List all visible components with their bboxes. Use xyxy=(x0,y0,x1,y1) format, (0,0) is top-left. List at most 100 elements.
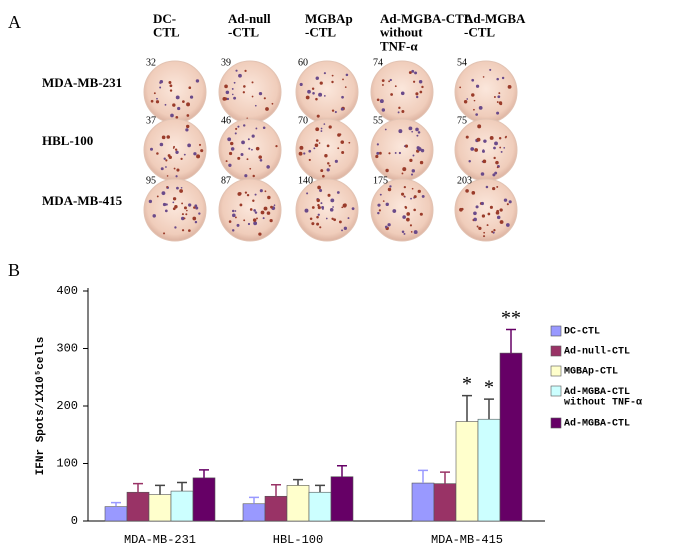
spot xyxy=(416,134,419,137)
spot xyxy=(473,217,477,222)
spot xyxy=(337,133,341,137)
spot xyxy=(325,217,328,220)
spot xyxy=(476,137,481,142)
spot xyxy=(161,191,166,196)
spot xyxy=(241,140,245,145)
well xyxy=(454,60,518,124)
spot xyxy=(408,71,412,74)
spot xyxy=(388,80,391,83)
well-plate xyxy=(218,118,282,182)
spot xyxy=(341,229,343,232)
spot xyxy=(480,201,484,206)
spot xyxy=(400,91,405,96)
well-plate xyxy=(295,118,359,182)
spot xyxy=(227,137,232,142)
spot xyxy=(166,175,169,177)
spot xyxy=(230,141,234,146)
bar xyxy=(499,352,523,522)
spot xyxy=(156,152,159,155)
spot xyxy=(228,163,232,167)
spot xyxy=(260,210,265,215)
spot xyxy=(298,151,303,156)
spot xyxy=(402,215,406,219)
spot xyxy=(482,76,485,78)
error-bar xyxy=(315,484,325,493)
spot xyxy=(172,103,176,107)
spot xyxy=(233,81,236,84)
spot xyxy=(411,130,414,133)
spot xyxy=(421,194,425,198)
spot xyxy=(305,95,310,100)
spot xyxy=(379,99,384,104)
spot xyxy=(148,199,153,204)
spot xyxy=(413,80,416,83)
spot xyxy=(253,221,258,226)
spot xyxy=(487,212,491,216)
spot xyxy=(181,213,184,216)
spot xyxy=(411,69,415,73)
row-label: MDA-MB-231 xyxy=(42,75,122,90)
spot xyxy=(308,158,311,162)
spot xyxy=(492,173,496,177)
spot xyxy=(493,156,496,160)
legend-swatch xyxy=(550,345,562,357)
well xyxy=(370,118,434,182)
spot xyxy=(463,100,468,104)
spot xyxy=(224,84,228,89)
bar xyxy=(286,485,310,522)
spot xyxy=(492,186,496,191)
spot xyxy=(318,142,321,144)
spot xyxy=(149,147,153,151)
spot xyxy=(180,157,183,161)
panel-label: A xyxy=(8,12,21,32)
spot xyxy=(165,166,167,168)
spot xyxy=(398,129,403,134)
spot xyxy=(493,229,496,232)
spot xyxy=(242,124,246,127)
spot xyxy=(170,113,174,118)
spot xyxy=(408,126,413,131)
spot xyxy=(397,111,400,114)
spot xyxy=(417,147,422,152)
error-bar xyxy=(293,478,303,486)
spot xyxy=(477,124,482,129)
spot xyxy=(337,147,340,150)
bar xyxy=(104,506,128,522)
well xyxy=(295,178,359,242)
spot xyxy=(497,95,501,99)
spot xyxy=(493,96,496,99)
spot xyxy=(382,200,385,202)
spot xyxy=(398,106,401,110)
well-plate xyxy=(143,178,207,242)
spot xyxy=(411,169,416,173)
spot xyxy=(384,128,387,131)
spot xyxy=(174,148,178,151)
spot xyxy=(259,158,263,162)
spot xyxy=(473,99,476,102)
spot xyxy=(394,152,397,154)
spot xyxy=(244,174,248,178)
well xyxy=(370,60,434,124)
spot xyxy=(500,150,503,153)
spot xyxy=(506,223,510,227)
spot xyxy=(486,224,489,227)
spot xyxy=(254,211,258,214)
spot xyxy=(187,143,191,148)
error-bar xyxy=(506,328,516,354)
spot xyxy=(253,209,256,212)
spot xyxy=(243,219,246,222)
spot xyxy=(334,110,337,114)
spot xyxy=(501,76,505,80)
spot xyxy=(478,226,482,231)
spot xyxy=(198,212,201,215)
spot xyxy=(498,101,503,105)
error-bar xyxy=(440,471,450,484)
spot xyxy=(495,160,499,165)
spot xyxy=(413,230,418,235)
well-plate xyxy=(370,178,434,242)
spot xyxy=(331,80,334,84)
spot xyxy=(174,204,178,209)
spot xyxy=(489,136,494,140)
spot xyxy=(159,86,162,89)
spot xyxy=(228,151,233,156)
